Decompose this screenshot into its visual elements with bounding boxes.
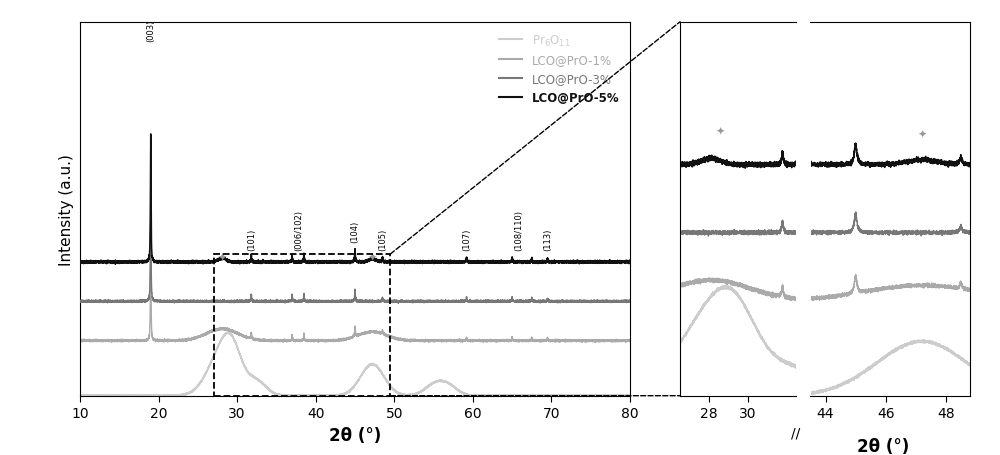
Text: (108/110): (108/110) bbox=[514, 210, 523, 251]
Bar bbox=[214, 254, 390, 396]
Text: //: // bbox=[791, 426, 801, 440]
Text: ✦: ✦ bbox=[368, 253, 377, 263]
Text: (104): (104) bbox=[351, 221, 360, 243]
Text: (107): (107) bbox=[462, 228, 471, 251]
Text: (006/102): (006/102) bbox=[294, 210, 303, 251]
Text: (101): (101) bbox=[247, 228, 256, 251]
X-axis label: 2θ (°): 2θ (°) bbox=[329, 426, 381, 444]
Text: (113): (113) bbox=[543, 228, 552, 251]
Text: ✦: ✦ bbox=[716, 126, 725, 136]
Text: (003): (003) bbox=[146, 20, 155, 42]
Legend: Pr$_6$O$_{11}$, LCO@PrO-1%, LCO@PrO-3%, LCO@PrO-5%: Pr$_6$O$_{11}$, LCO@PrO-1%, LCO@PrO-3%, … bbox=[494, 29, 624, 110]
Text: ✦: ✦ bbox=[917, 130, 927, 140]
Y-axis label: Intensity (a.u.): Intensity (a.u.) bbox=[59, 153, 74, 265]
Text: ✦: ✦ bbox=[218, 253, 227, 263]
Text: 2θ (°): 2θ (°) bbox=[857, 437, 909, 455]
Text: (105): (105) bbox=[378, 228, 387, 251]
